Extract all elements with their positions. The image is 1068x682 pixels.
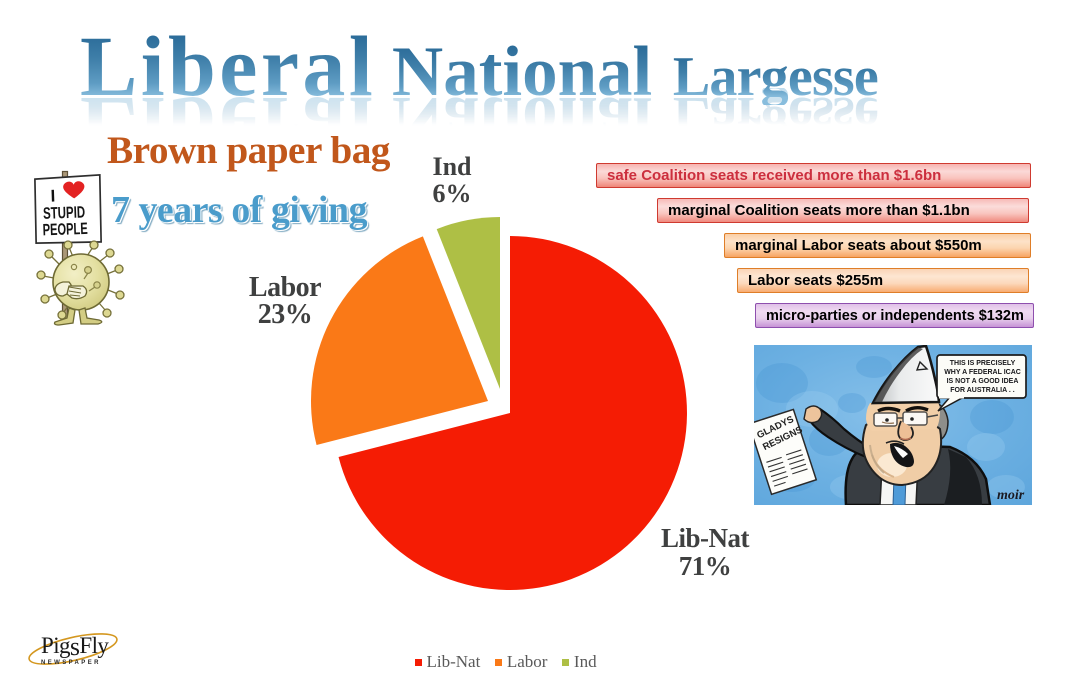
svg-text:STUPID: STUPID (43, 203, 86, 222)
svg-text:I: I (50, 186, 55, 205)
svg-text:PigsFly: PigsFly (41, 632, 109, 661)
svg-text:PEOPLE: PEOPLE (42, 220, 88, 240)
svg-text:WHY A FEDERAL ICAC: WHY A FEDERAL ICAC (944, 369, 1021, 376)
svg-text:FOR AUSTRALIA . .: FOR AUSTRALIA . . (950, 387, 1014, 394)
svg-text:NEWSPAPER: NEWSPAPER (41, 660, 101, 666)
svg-text:moir: moir (997, 488, 1025, 503)
svg-text:THIS IS PRECISELY: THIS IS PRECISELY (950, 360, 1016, 367)
svg-text:IS NOT A GOOD IDEA: IS NOT A GOOD IDEA (947, 378, 1019, 385)
